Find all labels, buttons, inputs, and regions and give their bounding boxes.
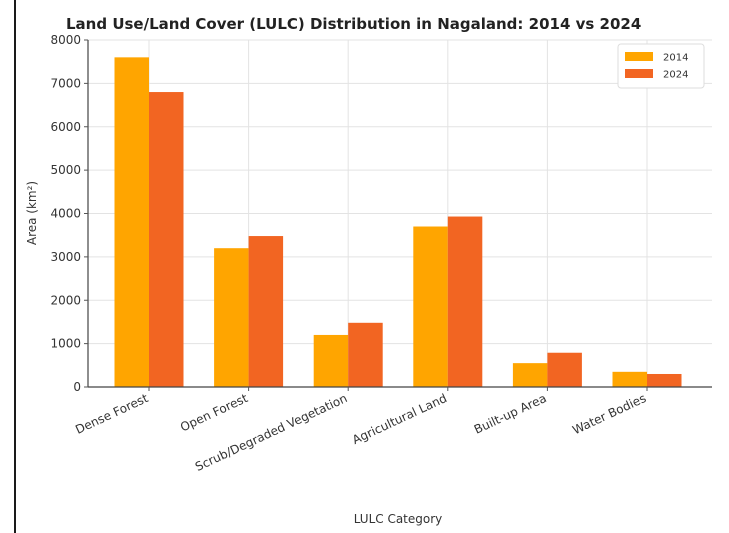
bars: [114, 57, 682, 388]
y-tick-label: 3000: [50, 250, 81, 264]
bar-2014-4: [512, 363, 548, 387]
bar-2024-0: [149, 92, 184, 388]
legend: 2014 2024: [617, 43, 705, 89]
bar-2024-2: [348, 322, 383, 387]
bar-2014-5: [612, 371, 647, 387]
y-tick-label: 6000: [50, 120, 81, 134]
x-tick-label: Agricultural Land: [350, 391, 449, 447]
y-tick-label: 4000: [50, 207, 81, 221]
bar-2024-3: [447, 216, 483, 387]
bar-2014-2: [313, 334, 349, 387]
y-tick-label: 0: [73, 380, 81, 394]
bar-2014-3: [413, 226, 448, 387]
bar-2014-1: [214, 248, 249, 387]
y-axis-label: Area (km²): [25, 181, 39, 245]
x-tick-label: Built-up Area: [472, 391, 549, 437]
y-tick-labels: 0 1000 2000 3000 4000 5000 6000 7000 8000: [50, 33, 88, 394]
legend-label-2014: 2014: [663, 53, 688, 64]
x-tick-label: Dense Forest: [73, 391, 150, 437]
y-tick-label: 2000: [50, 293, 81, 307]
x-tick-label: Water Bodies: [570, 391, 648, 437]
x-tick-label: Open Forest: [178, 391, 250, 435]
y-tick-label: 7000: [50, 76, 81, 90]
legend-swatch-2024: [625, 69, 653, 78]
chart-title: Land Use/Land Cover (LULC) Distribution …: [66, 15, 641, 33]
bar-2024-1: [248, 236, 284, 387]
legend-box: [617, 43, 705, 89]
left-border-line: [14, 0, 16, 533]
bar-2024-4: [547, 352, 582, 387]
y-tick-label: 8000: [50, 33, 81, 47]
y-tick-label: 1000: [50, 337, 81, 351]
bar-2014-0: [114, 57, 149, 387]
legend-swatch-2014: [625, 52, 653, 61]
y-tick-label: 5000: [50, 163, 81, 177]
legend-label-2024: 2024: [663, 70, 688, 81]
bar-2024-5: [647, 373, 682, 387]
x-axis-label: LULC Category: [354, 512, 443, 526]
